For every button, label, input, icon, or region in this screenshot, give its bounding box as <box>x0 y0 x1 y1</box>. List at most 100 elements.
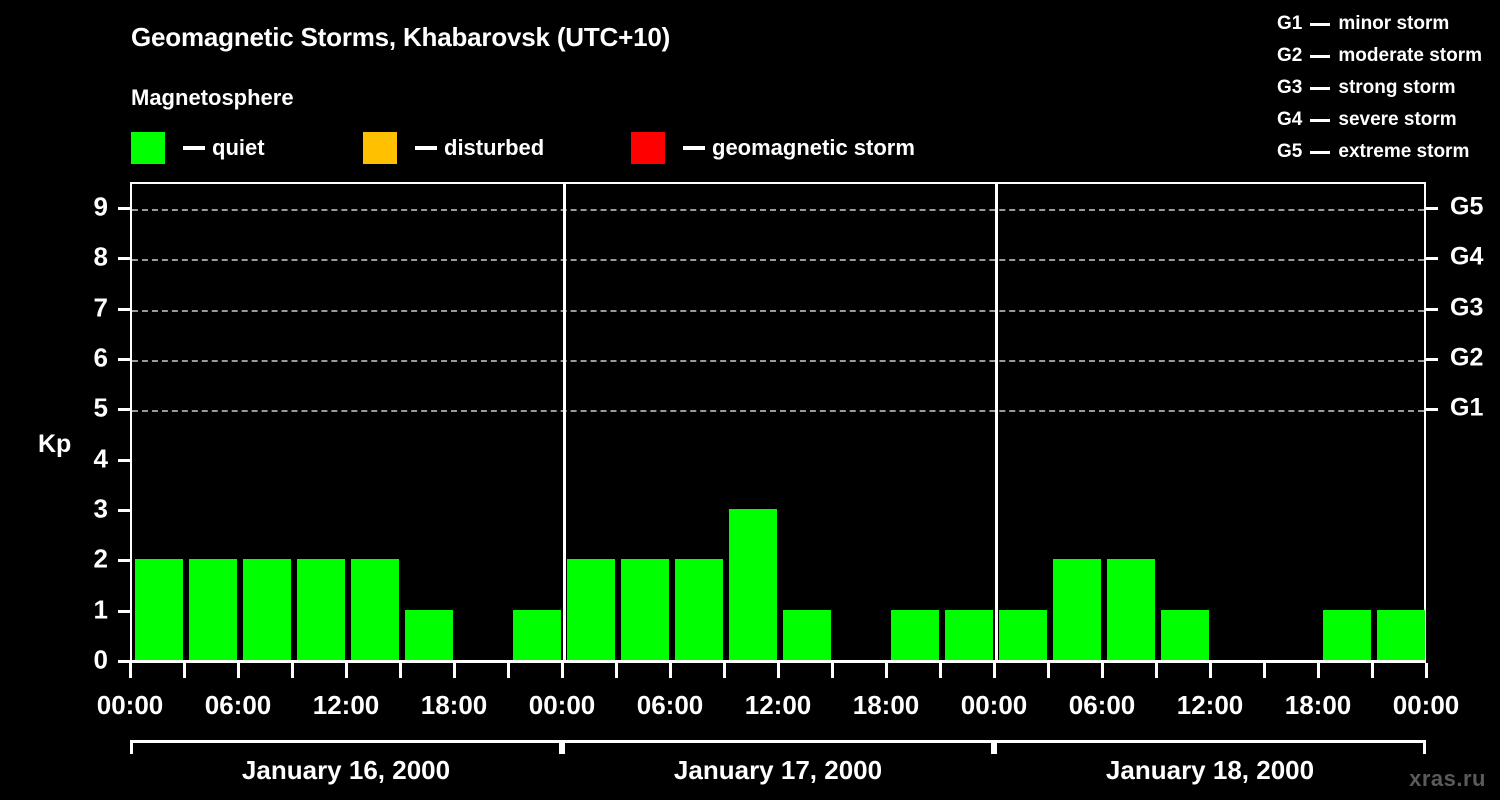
g-legend-dash-icon <box>1310 54 1331 58</box>
gridline-kp-7 <box>132 309 1424 312</box>
x-tick-mark <box>452 663 456 678</box>
day-caption: January 17, 2000 <box>673 755 883 785</box>
bar <box>1323 609 1371 660</box>
g-tick-mark-g3 <box>1426 307 1438 311</box>
x-tick-mark <box>614 663 618 678</box>
x-tick-mark <box>1424 663 1428 678</box>
plot-area <box>130 182 1426 660</box>
x-tick-mark <box>1316 663 1320 678</box>
g-legend-dash-icon <box>1310 22 1331 26</box>
g-legend-label: moderate storm <box>1338 45 1482 66</box>
legend-dash-icon <box>415 146 437 150</box>
g-axis-label-g5: G5 <box>1450 192 1484 221</box>
y-tick-label-9: 9 <box>93 191 108 222</box>
x-tick-mark <box>884 663 888 678</box>
y-tick-mark-0 <box>118 660 130 663</box>
y-tick-label-6: 6 <box>93 342 108 373</box>
bar <box>135 559 183 660</box>
day-divider <box>562 184 566 660</box>
g-legend-row-g5: G5 extreme storm <box>1277 140 1482 164</box>
day-bracket <box>562 740 994 754</box>
bar <box>567 559 615 660</box>
x-tick-mark <box>992 663 996 678</box>
legend-color-swatch <box>363 132 397 164</box>
g-legend-code: G5 <box>1277 141 1303 162</box>
y-tick-label-7: 7 <box>93 292 108 323</box>
g-tick-mark-g2 <box>1426 358 1438 362</box>
x-tick-label: 18:00 <box>420 690 488 720</box>
g-legend-label: minor storm <box>1338 13 1450 34</box>
y-tick-label-0: 0 <box>93 644 108 675</box>
g-legend-dash-icon <box>1310 150 1331 154</box>
plot-inner <box>132 184 1425 660</box>
g-legend-label: extreme storm <box>1338 141 1470 162</box>
x-tick-label: 18:00 <box>1284 690 1352 720</box>
bar <box>243 559 291 660</box>
y-tick-label-8: 8 <box>93 241 108 272</box>
x-tick-mark <box>1154 663 1158 678</box>
y-tick-mark-1 <box>118 609 130 613</box>
bar <box>675 559 723 660</box>
y-tick-label-5: 5 <box>93 392 108 423</box>
g-legend-row-g2: G2 moderate storm <box>1277 44 1482 68</box>
storm-legend: geomagnetic storm <box>631 131 915 165</box>
x-tick-label: 00:00 <box>960 690 1028 720</box>
bar <box>189 559 237 660</box>
x-tick-label: 06:00 <box>204 690 272 720</box>
x-tick-label: 00:00 <box>1392 690 1460 720</box>
y-axis-title: Kp <box>38 430 72 458</box>
g-tick-mark-g5 <box>1426 207 1438 211</box>
legend-color-swatch <box>631 132 665 164</box>
g-tick-mark-g4 <box>1426 257 1438 261</box>
g-legend-label: strong storm <box>1338 77 1456 98</box>
bar <box>1377 609 1425 660</box>
g-legend-dash-icon <box>1310 118 1331 122</box>
y-tick-mark-2 <box>118 559 130 563</box>
g-scale-legend: G1 minor storm G2 moderate storm G3 strong st… <box>1277 12 1482 164</box>
bar <box>621 559 669 660</box>
x-axis-line <box>130 660 1426 663</box>
y-tick-mark-4 <box>118 458 130 462</box>
legend-label: disturbed <box>444 135 545 160</box>
y-tick-mark-5 <box>118 408 130 412</box>
legend-dash-icon <box>683 146 705 150</box>
x-tick-mark <box>560 663 564 678</box>
watermark: xras.ru <box>1409 766 1486 791</box>
day-bracket <box>130 740 562 754</box>
x-tick-mark <box>506 663 510 678</box>
y-tick-label-4: 4 <box>93 443 108 474</box>
bar <box>729 509 777 660</box>
x-tick-mark <box>1208 663 1212 678</box>
x-tick-label: 00:00 <box>96 690 164 720</box>
y-tick-label-2: 2 <box>93 543 108 574</box>
day-caption: January 16, 2000 <box>241 755 451 785</box>
g-axis-label-g2: G2 <box>1450 343 1484 372</box>
x-tick-label: 06:00 <box>636 690 704 720</box>
gridline-kp-9 <box>132 209 1424 212</box>
x-tick-mark <box>1046 663 1050 678</box>
x-tick-mark <box>128 663 132 678</box>
x-tick-mark <box>344 663 348 678</box>
x-tick-mark <box>776 663 780 678</box>
y-tick-mark-3 <box>118 509 130 513</box>
x-tick-label: 12:00 <box>744 690 812 720</box>
x-tick-label: 12:00 <box>312 690 380 720</box>
gridline-kp-6 <box>132 360 1424 363</box>
bar <box>891 609 939 660</box>
bar <box>999 609 1047 660</box>
g-legend-code: G4 <box>1277 109 1303 130</box>
day-bracket <box>994 740 1426 754</box>
g-legend-dash-icon <box>1310 86 1331 90</box>
bar <box>783 609 831 660</box>
x-tick-label: 18:00 <box>852 690 920 720</box>
legend-label: geomagnetic storm <box>712 135 915 160</box>
x-tick-label: 00:00 <box>528 690 596 720</box>
x-tick-mark <box>290 663 294 678</box>
quiet-legend: quiet <box>131 131 265 165</box>
bar <box>1053 559 1101 660</box>
g-tick-mark-g1 <box>1426 408 1438 412</box>
g-axis-label-g4: G4 <box>1450 242 1484 271</box>
bar <box>297 559 345 660</box>
legend-dash-icon <box>183 146 205 150</box>
